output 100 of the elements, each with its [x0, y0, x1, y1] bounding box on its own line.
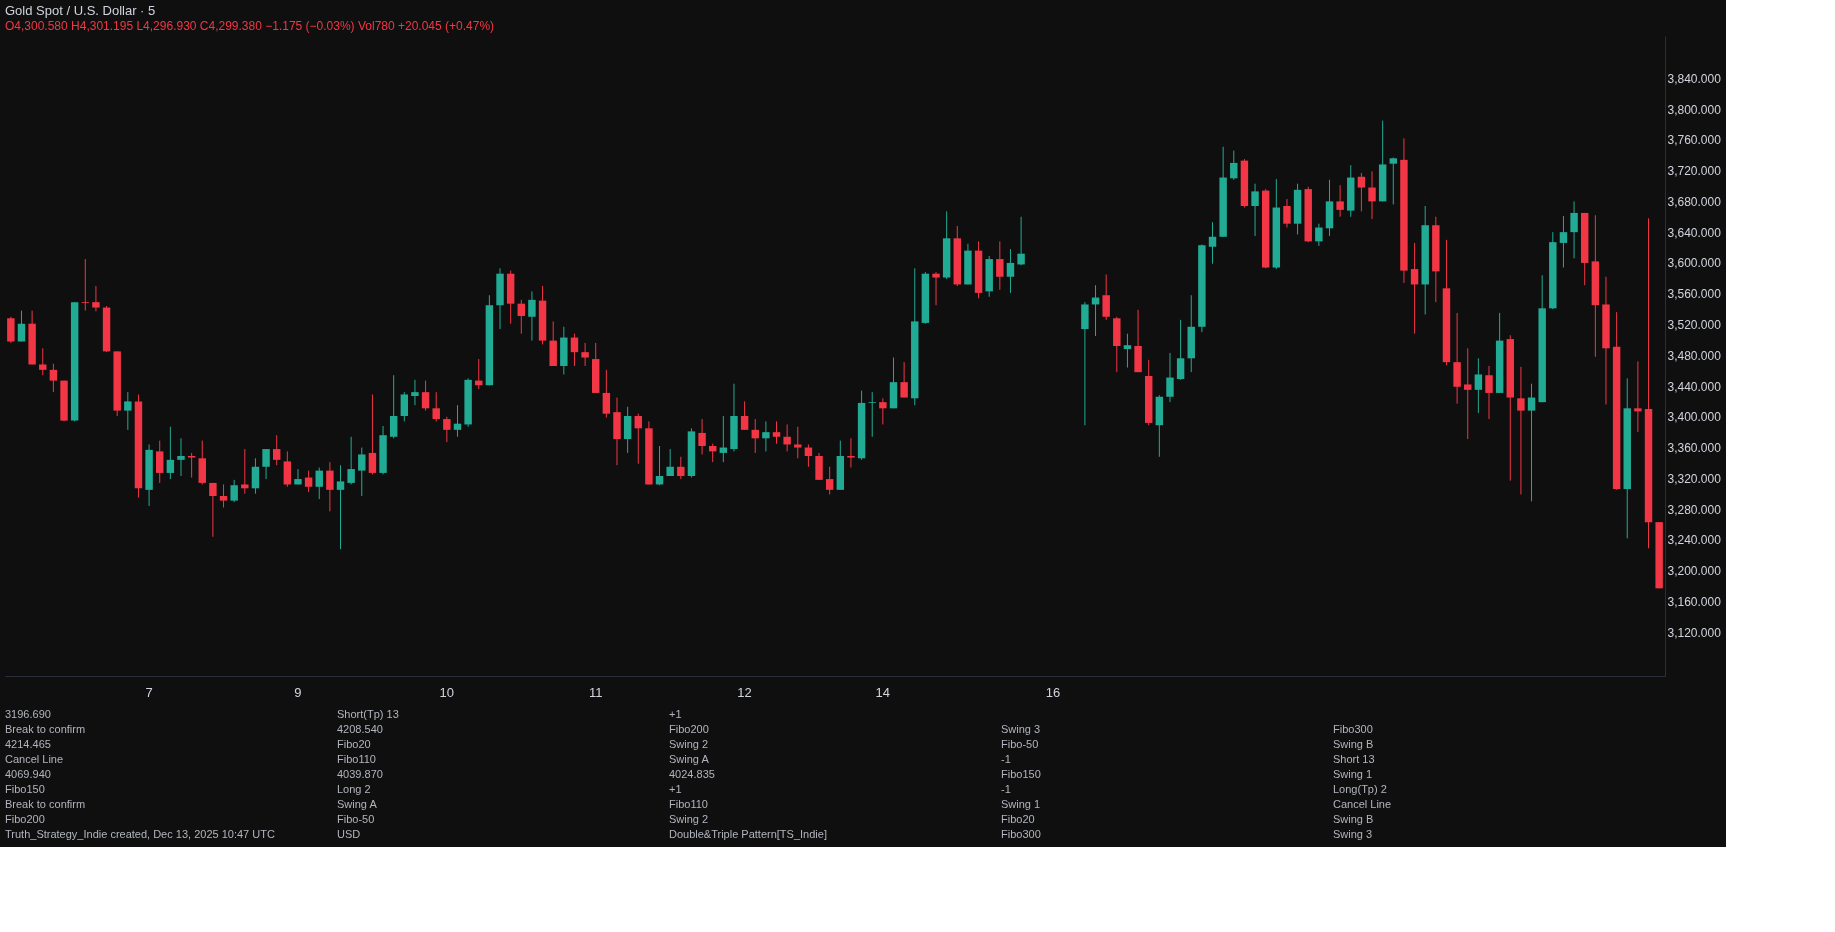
candlestick [251, 457, 260, 495]
text: USD [337, 827, 361, 840]
candlestick [368, 393, 377, 475]
text: 4024.835 [669, 767, 715, 780]
candlestick [1017, 216, 1025, 266]
text: 4039.870 [337, 767, 383, 780]
text: 3196.690 [5, 707, 51, 720]
candlestick [1357, 172, 1366, 212]
candlestick [1283, 198, 1291, 229]
text: Fibo-50 [1001, 737, 1039, 750]
text: Swing 1 [1333, 767, 1373, 780]
candlestick [1336, 184, 1344, 218]
candlestick [1251, 183, 1259, 237]
text: Short(Tp) 13 [337, 707, 399, 720]
candlestick [1527, 383, 1536, 502]
candlestick [1102, 273, 1110, 321]
x-tick-label: 10 [439, 684, 455, 700]
candlestick [825, 466, 834, 495]
y-tick-label: 3,520.000 [1667, 317, 1722, 332]
candlestick [283, 450, 292, 488]
candlestick [1559, 215, 1568, 269]
text: Swing 2 [669, 812, 709, 825]
text: Truth_Strategy_Indie created, Dec 13, 2025 10:47 UTC [5, 827, 275, 840]
text: Short 13 [1333, 752, 1375, 765]
candlestick [304, 470, 313, 493]
text: Fibo150 [5, 782, 45, 795]
candlestick [411, 379, 419, 406]
candlestick [1485, 365, 1493, 420]
x-tick-label: 14 [875, 684, 891, 700]
candlestick [698, 418, 706, 455]
candlestick [92, 285, 100, 312]
text: Cancel Line [1333, 797, 1392, 810]
text: Swing 2 [669, 737, 709, 750]
y-tick-label: 3,760.000 [1667, 133, 1722, 148]
chart-subtitle: O4,300.580 H4,301.195 L4,296.930 C4,299.380 −1.175 (−0.03%) Vol780 +20.045 (+0.47%) [5, 19, 495, 33]
candlestick [81, 258, 90, 312]
candlestick [1166, 352, 1174, 403]
candlestick [879, 397, 887, 425]
y-tick-label: 3,640.000 [1667, 225, 1722, 240]
candlestick [677, 456, 685, 480]
candlestick [336, 464, 345, 550]
candlestick [49, 363, 58, 393]
candlestick [421, 380, 430, 412]
text: Fibo20 [337, 737, 371, 750]
text: -1 [1001, 782, 1011, 795]
candlestick [294, 468, 302, 485]
candlestick [1123, 333, 1132, 369]
text: Fibo150 [1001, 767, 1041, 780]
candlestick [772, 420, 781, 445]
y-tick-label: 3,320.000 [1667, 471, 1722, 486]
candlestick [623, 406, 632, 454]
y-tick-label: 3,560.000 [1667, 287, 1722, 302]
candlestick [39, 347, 47, 376]
candlestick [783, 423, 791, 452]
candlestick [443, 416, 451, 443]
candlestick [241, 448, 249, 495]
candlestick [602, 369, 611, 419]
candlestick [634, 413, 642, 465]
candlestick [347, 436, 355, 485]
text: Break to confirm [5, 722, 86, 735]
candlestick [740, 400, 749, 431]
text: Swing 3 [1333, 827, 1373, 840]
candlestick [570, 333, 579, 367]
candlestick [432, 391, 440, 422]
candlestick [1208, 221, 1217, 265]
candlestick [326, 461, 334, 512]
candlestick [1315, 223, 1323, 247]
text: Fibo300 [1333, 722, 1373, 735]
candlestick [1517, 366, 1525, 495]
text: +1 [669, 707, 682, 720]
text: Fibo200 [669, 722, 709, 735]
candlestick [177, 437, 185, 477]
candlestick [1368, 170, 1376, 220]
candlestick [900, 361, 908, 399]
x-tick-label: 9 [294, 684, 302, 700]
text: Double&Triple Pattern[TS_Indie] [669, 827, 827, 840]
candlestick [932, 271, 940, 306]
candlestick [1230, 150, 1238, 181]
y-tick-label: 3,840.000 [1667, 71, 1722, 86]
candlestick [389, 374, 398, 439]
text: Swing 1 [1001, 797, 1041, 810]
text: 4069.940 [5, 767, 51, 780]
text: +1 [669, 782, 682, 795]
y-tick-label: 3,440.000 [1667, 379, 1722, 394]
text: Fibo110 [337, 752, 376, 765]
y-tick-label: 3,680.000 [1667, 194, 1722, 209]
text: Fibo20 [1001, 812, 1035, 825]
candlestick [847, 437, 855, 469]
y-tick-label: 3,160.000 [1667, 594, 1722, 609]
candlestick [156, 440, 164, 484]
candlestick [1410, 242, 1419, 335]
y-tick-label: 3,360.000 [1667, 441, 1722, 456]
text: Fibo300 [1001, 827, 1041, 840]
candlestick [815, 452, 823, 481]
text: Fibo-50 [337, 812, 375, 825]
candlestick [187, 452, 196, 479]
candlestick [1006, 248, 1015, 294]
x-tick-label: 11 [588, 684, 603, 700]
text: Fibo200 [5, 812, 45, 825]
candlestick [358, 447, 366, 497]
